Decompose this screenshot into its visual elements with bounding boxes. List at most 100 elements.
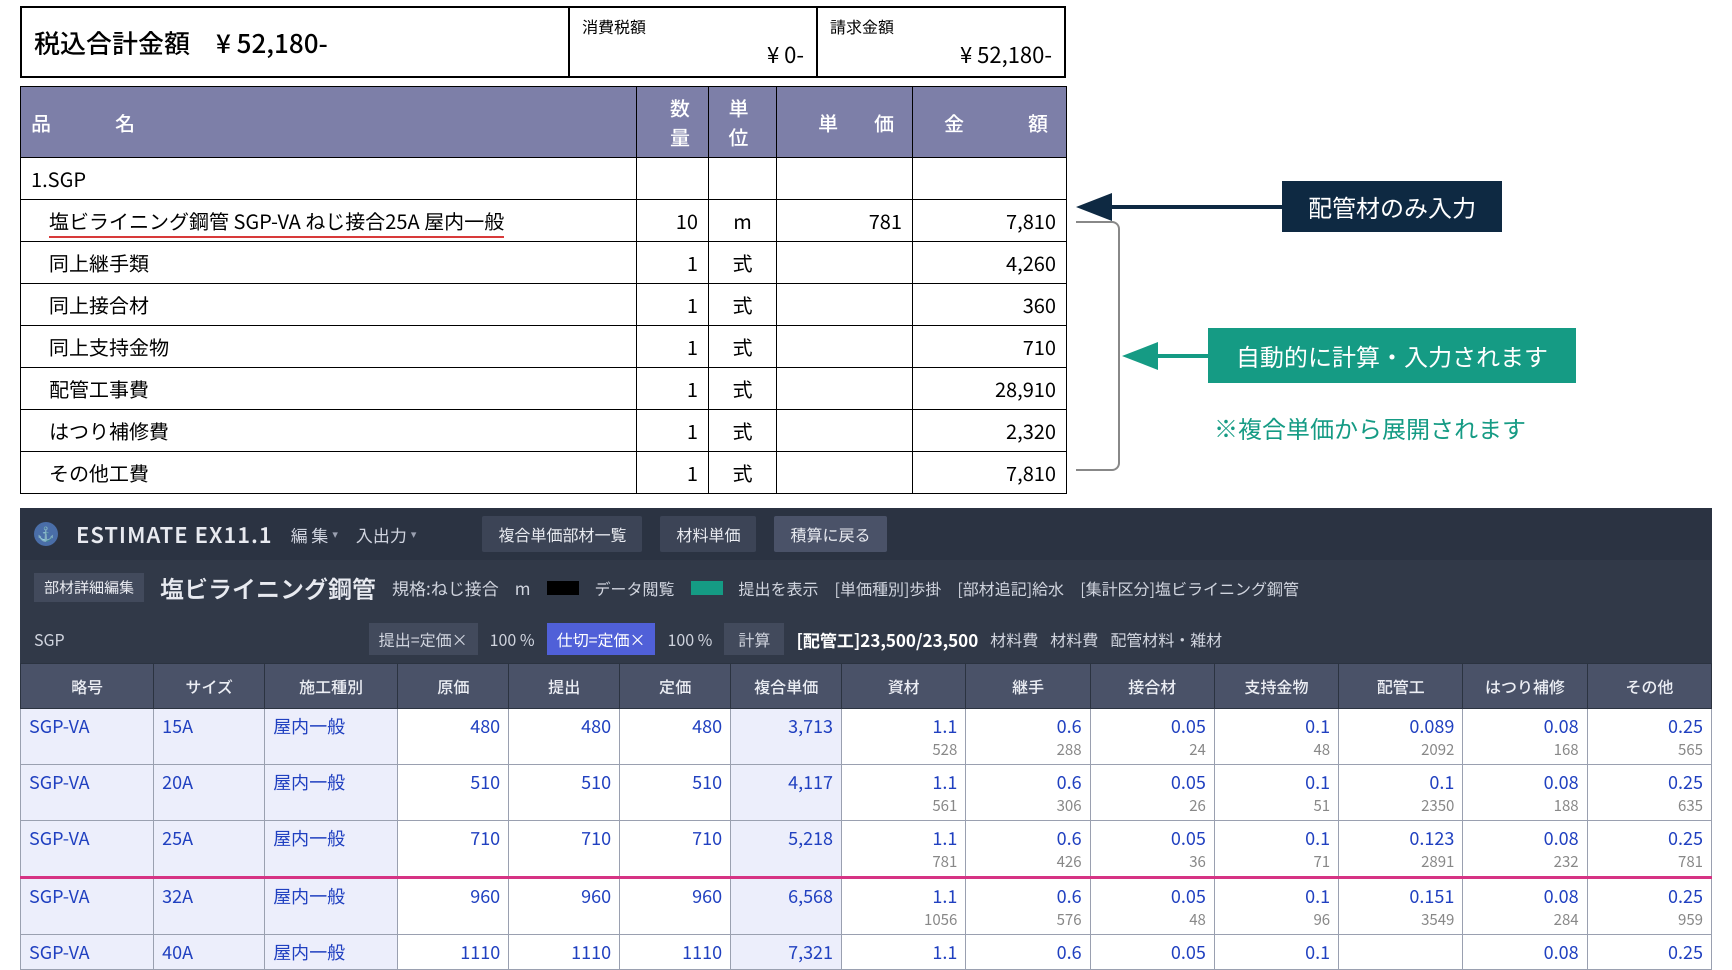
pct2: 100 % — [667, 627, 712, 651]
worker-stat: [配管工]23,500/23,500 — [796, 627, 978, 652]
grid-col: 施工種別 — [265, 664, 398, 709]
anchor-icon: ⚓ — [34, 522, 58, 546]
item-qty: 1 — [637, 410, 709, 452]
item-unit: 式 — [709, 368, 777, 410]
item-qty: 1 — [637, 284, 709, 326]
bill-value: ¥ 52,180- — [960, 38, 1052, 70]
swatch-view — [547, 581, 579, 595]
item-unit: 式 — [709, 452, 777, 494]
callout-auto-calc: 自動的に計算・入力されます — [1122, 328, 1576, 383]
field-submit-price[interactable]: 提出=定価× — [369, 623, 478, 655]
item-price — [777, 326, 913, 368]
tax-value: ¥ 0- — [767, 38, 804, 70]
meta-unit-type: [単価種別]歩掛 — [835, 576, 942, 600]
item-name: 塩ビライニング鋼管 SGP-VA ねじ接合25A 屋内一般 — [21, 200, 637, 242]
grid-col: 配管工 — [1339, 664, 1463, 709]
app-toolbar: ⚓ ESTIMATE EX11.1 編 集▾ 入出力▾ 複合単価部材一覧 材料単… — [20, 508, 1712, 560]
callout-input-only: 配管材のみ入力 — [1076, 181, 1502, 232]
table-row: 塩ビライニング鋼管 SGP-VA ねじ接合25A 屋内一般10m7817,810 — [21, 200, 1067, 242]
item-amount: 360 — [913, 284, 1067, 326]
item-unit: 式 — [709, 410, 777, 452]
tax-cell: 消費税額 ¥ 0- — [570, 6, 818, 78]
col-qty: 数 量 — [637, 87, 709, 158]
menu-edit[interactable]: 編 集▾ — [291, 522, 338, 547]
item-amount: 7,810 — [913, 200, 1067, 242]
table-row: その他工費1式 7,810 — [21, 452, 1067, 494]
grid-row[interactable]: SGP-VA25A屋内一般7107107105,2181.17810.64260… — [21, 821, 1712, 878]
item-qty: 1 — [637, 326, 709, 368]
grid-col: 原価 — [398, 664, 509, 709]
item-price — [777, 368, 913, 410]
meta-addendum: [部材追記]給水 — [957, 576, 1064, 600]
item-amount: 4,260 — [913, 242, 1067, 284]
bill-label: 請求金額 — [830, 14, 1052, 38]
grid-col: 略号 — [21, 664, 154, 709]
meta-category: [集計区分]塩ビライニング鋼管 — [1080, 576, 1299, 600]
item-name: 同上接合材 — [21, 284, 637, 326]
item-unit: 式 — [709, 242, 777, 284]
col-name: 品 名 — [21, 87, 637, 158]
grid-row[interactable]: SGP-VA32A屋内一般9609609606,5681.110560.6576… — [21, 878, 1712, 935]
bill-cell: 請求金額 ¥ 52,180- — [818, 6, 1066, 78]
tax-label: 消費税額 — [582, 14, 804, 38]
app-title: ESTIMATE EX11.1 — [76, 518, 273, 550]
pct1: 100 % — [490, 627, 535, 651]
chevron-down-icon: ▾ — [411, 526, 417, 542]
tab-back-to-estimate[interactable]: 積算に戻る — [774, 516, 886, 552]
sub-mat3: 配管材料・雑材 — [1110, 627, 1222, 651]
item-spec: 規格:ねじ接合 — [392, 575, 499, 600]
calc-button[interactable]: 計算 — [724, 623, 784, 655]
item-amount: 7,810 — [913, 452, 1067, 494]
item-qty: 1 — [637, 242, 709, 284]
section-label: 1.SGP — [21, 158, 637, 200]
item-name: 塩ビライニング鋼管 — [160, 570, 376, 605]
grid-col: 継手 — [966, 664, 1090, 709]
grid-col: はつり補修 — [1463, 664, 1587, 709]
bracket-auto — [1076, 221, 1120, 471]
item-header-row: 部材詳細編集 塩ビライニング鋼管 規格:ねじ接合 m データ閲覧 提出を表示 [… — [20, 560, 1712, 615]
item-unit: m — [515, 575, 531, 600]
sub-mat1: 材料費 — [990, 627, 1038, 651]
item-price — [777, 452, 913, 494]
grid-row[interactable]: SGP-VA40A屋内一般1110111011107,3211.10.60.05… — [21, 935, 1712, 970]
grid-row[interactable]: SGP-VA20A屋内一般5105105104,1171.15610.63060… — [21, 765, 1712, 821]
grid-col: サイズ — [154, 664, 265, 709]
group-code: SGP — [34, 627, 65, 651]
table-row: 同上継手類1式 4,260 — [21, 242, 1067, 284]
grid-col: 資材 — [842, 664, 966, 709]
grid-col: 複合単価 — [731, 664, 842, 709]
callout-text: 配管材のみ入力 — [1282, 181, 1502, 232]
callout-text: 自動的に計算・入力されます — [1208, 328, 1576, 383]
estimate-table: 品 名 数 量 単 位 単 価 金 額 1.SGP 塩ビライニング鋼管 SGP-… — [20, 86, 1067, 494]
table-row: 同上接合材1式360 — [21, 284, 1067, 326]
item-name: 同上継手類 — [21, 242, 637, 284]
item-qty: 1 — [637, 368, 709, 410]
item-amount: 28,910 — [913, 368, 1067, 410]
col-amount: 金 額 — [913, 87, 1067, 158]
sub-mat2: 材料費 — [1050, 627, 1098, 651]
item-qty: 10 — [637, 200, 709, 242]
item-name: その他工費 — [21, 452, 637, 494]
chevron-down-icon: ▾ — [332, 526, 338, 542]
menu-io[interactable]: 入出力▾ — [356, 522, 417, 547]
total-incl-tax: 税込合計金額 ¥ 52,180- — [20, 6, 570, 78]
field-partition-price[interactable]: 仕切=定価× — [547, 623, 656, 655]
grid-col: 接合材 — [1090, 664, 1214, 709]
swatch-show — [691, 581, 723, 595]
detail-edit-button[interactable]: 部材詳細編集 — [34, 573, 144, 602]
item-name: 配管工事費 — [21, 368, 637, 410]
item-unit: m — [709, 200, 777, 242]
grid-col: 提出 — [509, 664, 620, 709]
grid-row[interactable]: SGP-VA15A屋内一般4804804803,7131.15280.62880… — [21, 709, 1712, 765]
label-show: 提出を表示 — [739, 576, 819, 600]
item-price — [777, 410, 913, 452]
item-amount: 2,320 — [913, 410, 1067, 452]
tab-composite-list[interactable]: 複合単価部材一覧 — [482, 516, 642, 552]
item-price — [777, 242, 913, 284]
summary-bar: 税込合計金額 ¥ 52,180- 消費税額 ¥ 0- 請求金額 ¥ 52,180… — [20, 6, 1712, 78]
item-price — [777, 284, 913, 326]
tab-material-price[interactable]: 材料単価 — [660, 516, 756, 552]
table-row: はつり補修費1式2,320 — [21, 410, 1067, 452]
item-qty: 1 — [637, 452, 709, 494]
item-unit: 式 — [709, 326, 777, 368]
